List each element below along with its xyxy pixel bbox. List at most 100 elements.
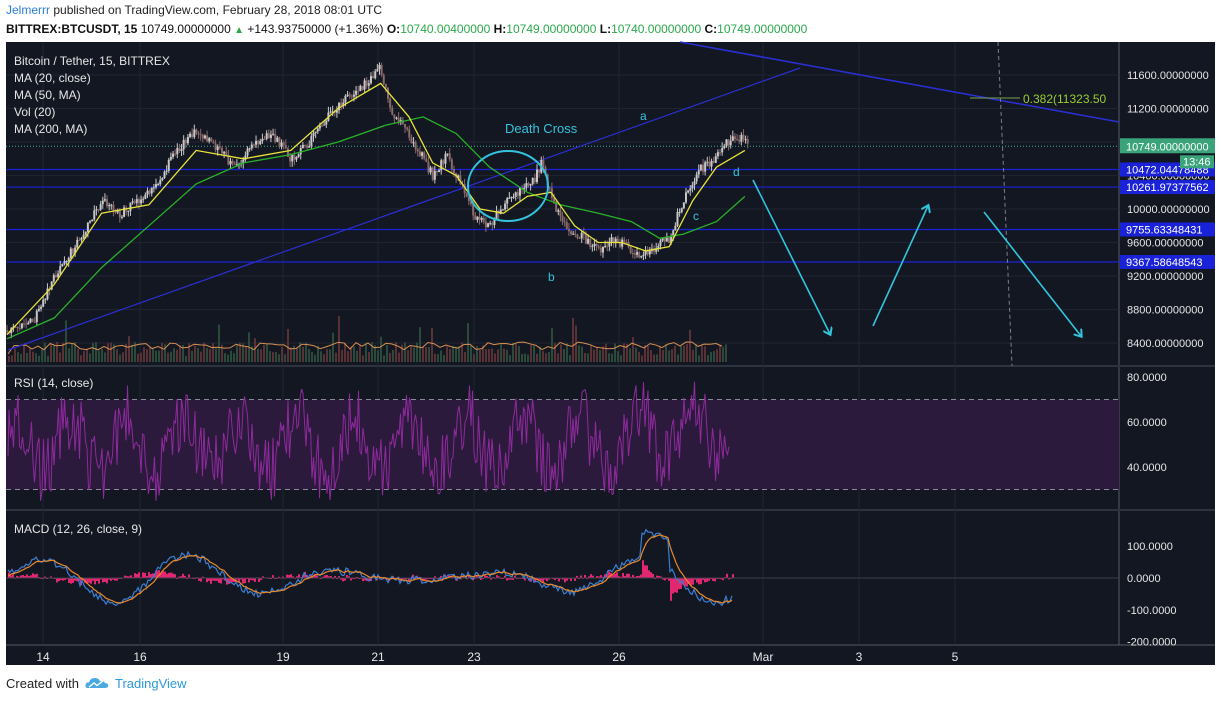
volume-bar — [269, 351, 271, 362]
candle-body — [612, 237, 615, 243]
candle-body — [642, 254, 645, 257]
volume-bar — [452, 345, 454, 362]
macd-histogram-bar — [620, 576, 622, 578]
volume-bar — [539, 346, 541, 362]
volume-bar — [503, 348, 505, 362]
candle-body — [435, 170, 438, 173]
author-link[interactable]: Jelmerrr — [6, 3, 50, 17]
volume-bar — [17, 352, 19, 362]
macd-histogram-bar — [100, 578, 102, 580]
time-tick-label: 26 — [612, 650, 626, 664]
macd-histogram-bar — [692, 578, 694, 585]
candle-body — [286, 148, 289, 157]
candle-body — [493, 219, 496, 225]
candle-body — [625, 241, 628, 243]
candle-body — [510, 196, 513, 198]
candle-body — [638, 252, 641, 258]
candle-body — [563, 221, 566, 223]
macd-histogram-bar — [498, 576, 500, 578]
volume-bar — [308, 349, 310, 362]
macd-histogram-bar — [600, 575, 602, 578]
macd-histogram-bar — [576, 575, 578, 578]
candle-body — [535, 169, 538, 183]
tradingview-link[interactable]: TradingView — [114, 676, 187, 691]
candle-body — [406, 127, 409, 130]
candle-body — [44, 299, 47, 301]
volume-bar — [191, 350, 193, 362]
macd-histogram-bar — [88, 578, 90, 583]
volume-bar — [677, 354, 679, 362]
fib-vertical-line — [997, 41, 1013, 367]
volume-bar — [701, 345, 703, 362]
candle-body — [506, 198, 509, 204]
volume-bar — [260, 349, 262, 362]
macd-histogram-bar — [218, 578, 220, 583]
macd-histogram-bar — [210, 578, 212, 584]
time-tick-label: 5 — [952, 650, 959, 664]
macd-histogram-bar — [252, 578, 254, 581]
volume-bar — [620, 355, 622, 362]
macd-histogram-bar — [646, 565, 648, 578]
volume-bar — [158, 350, 160, 362]
macd-histogram-bar — [148, 572, 150, 578]
volume-bar — [287, 328, 289, 362]
macd-histogram-bar — [686, 578, 688, 587]
candle-body — [340, 102, 343, 106]
candle-body — [312, 132, 315, 137]
countdown-label: 13:46 — [1183, 156, 1211, 168]
macd-histogram-bar — [514, 575, 516, 578]
volume-bar — [23, 344, 25, 362]
level-tag — [1120, 254, 1215, 269]
legend-entry: MA (50, MA) — [14, 88, 81, 102]
candle-body — [567, 228, 570, 232]
candle-body — [169, 156, 172, 160]
candle-body — [410, 137, 413, 144]
volume-bar — [146, 349, 148, 362]
candle-body — [616, 238, 619, 243]
candle-body — [106, 199, 109, 207]
macd-histogram-bar — [168, 572, 170, 578]
candle-body — [161, 177, 164, 181]
candle-body — [233, 163, 236, 165]
macd-histogram-bar — [644, 565, 646, 578]
macd-histogram-bar — [104, 578, 106, 582]
candle-body — [352, 94, 355, 97]
rsi-pane — [6, 381, 1119, 501]
macd-histogram-bar — [216, 578, 218, 581]
candle-body — [263, 138, 266, 140]
candle-body — [606, 245, 609, 247]
volume-bar — [509, 355, 511, 362]
low-value: 10740.00000000 — [611, 22, 702, 36]
candle-body — [148, 190, 151, 194]
candle-body — [393, 114, 396, 119]
volume-bar — [104, 352, 106, 362]
chart-canvas[interactable]: 0.382(11323.50 Death Cross a b c d 11600.0000… — [0, 40, 1221, 665]
macd-histogram-bar — [714, 578, 716, 582]
volume-bar — [683, 345, 685, 362]
candle-body — [525, 183, 528, 188]
candle-body — [655, 248, 658, 252]
macd-histogram-bar — [652, 573, 654, 578]
volume-bar — [26, 352, 28, 362]
candle-body — [206, 135, 209, 142]
macd-histogram-bar — [22, 574, 24, 578]
volume-bar — [107, 343, 109, 362]
volume-bar — [461, 342, 463, 362]
macd-histogram-bar — [30, 575, 32, 578]
candle-body — [395, 117, 398, 119]
candle-body — [37, 308, 40, 311]
macd-histogram-bar — [38, 576, 40, 578]
macd-histogram-bar — [534, 578, 536, 582]
macd-histogram-bar — [472, 578, 474, 581]
candle-body — [321, 125, 324, 127]
legend-entry: MA (200, MA) — [14, 122, 87, 136]
price-change: +143.93750000 (+1.36%) — [247, 22, 384, 36]
macd-histogram-bar — [212, 578, 214, 581]
candle-body — [397, 117, 400, 123]
volume-bar — [635, 347, 637, 362]
macd-histogram-bar — [138, 572, 140, 578]
volume-bar — [125, 343, 127, 362]
candle-body — [682, 202, 685, 209]
volume-bar — [587, 353, 589, 362]
volume-bar — [170, 351, 172, 362]
